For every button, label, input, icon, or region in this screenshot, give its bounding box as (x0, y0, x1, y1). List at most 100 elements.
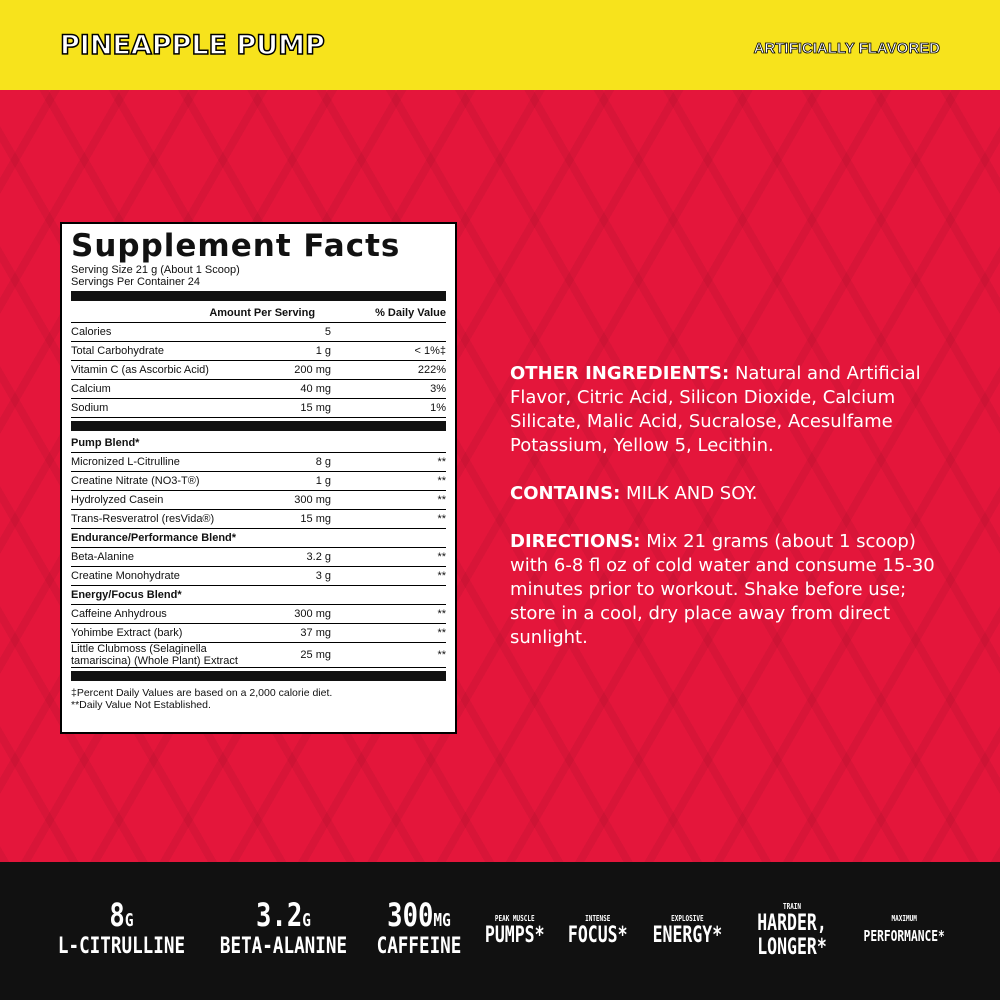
fact-cell: 8 g (315, 456, 331, 468)
fact-row: Hydrolyzed Casein 300 mg ** (71, 491, 446, 510)
claim-big: PERFORMANCE* (863, 927, 945, 945)
fact-row: Little Clubmoss (Selaginella tamariscina… (71, 643, 446, 668)
claim-big: ENERGY* (652, 923, 722, 948)
stat: 300MG CAFFEINE (377, 899, 462, 960)
fact-cell: 1% (430, 402, 446, 414)
fact-cell: 3% (430, 383, 446, 395)
fact-cell: ** (437, 494, 446, 506)
fact-cell: Creatine Monohydrate (71, 570, 180, 582)
stat-label: L-CITRULLINE (57, 934, 185, 959)
fact-cell: Little Clubmoss (Selaginella tamariscina… (71, 643, 238, 667)
fact-cell: 15 mg (300, 402, 331, 414)
fact-cell: ** (437, 475, 446, 487)
supplement-facts: Supplement Facts Serving Size 21 g (Abou… (60, 222, 457, 734)
info-text: MILK AND SOY. (626, 483, 758, 504)
stat: 3.2G BETA-ALANINE (219, 899, 347, 960)
fact-cell: Beta-Alanine (71, 551, 134, 563)
rule (71, 671, 446, 681)
fact-cell: 3 g (315, 570, 331, 582)
fact-row: Trans-Resveratrol (resVida®) 15 mg ** (71, 510, 446, 529)
fact-cell: ** (437, 513, 446, 525)
fact-row: Total Carbohydrate 1 g < 1%‡ (71, 342, 446, 361)
fact-row: Yohimbe Extract (bark) 37 mg ** (71, 624, 446, 643)
stat-unit: MG (433, 910, 451, 931)
claim-small: MAXIMUM (891, 914, 917, 923)
fact-row: Micronized L-Citrulline 8 g ** (71, 453, 446, 472)
stat-unit: G (124, 910, 134, 931)
fact-cell: ** (437, 570, 446, 582)
claim: INTENSE FOCUS* (568, 914, 628, 948)
info-label: OTHER INGREDIENTS: (510, 363, 730, 384)
info-block: CONTAINS: MILK AND SOY. (510, 482, 950, 506)
claim-big: FOCUS* (567, 923, 628, 948)
fact-cell: 3.2 g (306, 551, 331, 563)
fact-cell: 200 mg (294, 364, 331, 376)
fact-cell: 15 mg (300, 513, 331, 525)
fact-row: Creatine Monohydrate 3 g ** (71, 567, 446, 586)
info-block: OTHER INGREDIENTS: Natural and Artificia… (510, 362, 950, 458)
claim-small: PEAK MUSCLE (495, 914, 535, 923)
stat-value-line: 3.2G (220, 899, 347, 934)
servings: Servings Per Container 24 (71, 276, 201, 288)
fact-cell: ** (437, 627, 446, 639)
fact-cell: Trans-Resveratrol (resVida®) (71, 513, 215, 525)
claim-big: PUMPS* (485, 923, 545, 948)
rule (71, 291, 446, 301)
fact-cell: 5 (324, 326, 331, 338)
info-text: Natural and Artificial Flavor, Citric Ac… (510, 363, 921, 456)
claim-big: HARDER, LONGER* (756, 911, 827, 960)
fact-row: Vitamin C (as Ascorbic Acid) 200 mg 222% (71, 361, 446, 380)
fact-cell: < 1%‡ (414, 345, 447, 357)
info: OTHER INGREDIENTS: Natural and Artificia… (510, 362, 950, 674)
serving-size: Serving Size 21 g (About 1 Scoop) (71, 264, 240, 276)
fact-row: Creatine Nitrate (NO3-T®) 1 g ** (71, 472, 446, 491)
fact-cell: Creatine Nitrate (NO3-T®) (71, 475, 200, 487)
fact-cell: 1 g (315, 475, 331, 487)
fact-cell: 25 mg (300, 649, 331, 661)
fact-cell: 222% (417, 364, 446, 376)
fact-row: Calcium 40 mg 3% (71, 380, 446, 399)
flavor-note: ARTIFICIALLY FLAVORED (753, 40, 940, 58)
blend-name: Endurance/Performance Blend* (71, 529, 446, 548)
info-label: DIRECTIONS: (510, 531, 641, 552)
fact-row: Caffeine Anhydrous 300 mg ** (71, 605, 446, 624)
stat-value-line: 8G (58, 899, 185, 934)
fact-cell: Caffeine Anhydrous (71, 608, 167, 620)
info-label: CONTAINS: (510, 483, 621, 504)
claim: MAXIMUM PERFORMANCE* (863, 914, 944, 948)
fact-row: Beta-Alanine 3.2 g ** (71, 548, 446, 567)
rule (71, 421, 446, 431)
fact-cell: 1 g (315, 345, 331, 357)
fact-cell: ** (437, 608, 446, 620)
fact-row: Sodium 15 mg 1% (71, 399, 446, 418)
col: Amount Per Serving (209, 307, 316, 319)
stat-value: 3.2 (255, 896, 303, 934)
fact-cell: Total Carbohydrate (71, 345, 164, 357)
info-text: Mix 21 grams (about 1 scoop) with 6-8 fl… (510, 531, 935, 648)
fact-cell: Hydrolyzed Casein (71, 494, 164, 506)
claim-small: TRAIN (782, 902, 801, 911)
blend-name: Energy/Focus Blend* (71, 586, 446, 605)
stat-unit: G (302, 910, 311, 931)
claim: TRAIN HARDER, LONGER* (750, 902, 833, 960)
fact-cell: Vitamin C (as Ascorbic Acid) (71, 364, 209, 376)
column-header: Amount Per Serving % Daily Value (71, 304, 446, 323)
fact-cell: Yohimbe Extract (bark) (71, 627, 183, 639)
product-title: PINEAPPLE PUMP (59, 29, 325, 62)
stat: 8G L-CITRULLINE (57, 899, 185, 960)
blend-name: Pump Blend* (71, 434, 446, 453)
header: PINEAPPLE PUMP ARTIFICIALLY FLAVORED (0, 0, 1000, 90)
stat-label: BETA-ALANINE (219, 934, 347, 959)
claim: EXPLOSIVE ENERGY* (652, 914, 722, 948)
fact-cell: Calcium (71, 383, 111, 395)
claim-small: EXPLOSIVE (670, 914, 704, 923)
claim-small: INTENSE (585, 914, 611, 923)
claim: PEAK MUSCLE PUMPS* (485, 914, 545, 948)
stat-value-line: 300MG (377, 899, 462, 934)
fact-cell: Micronized L-Citrulline (71, 456, 180, 468)
info-block: DIRECTIONS: Mix 21 grams (about 1 scoop)… (510, 530, 950, 650)
fact-row: Calories 5 (71, 323, 446, 342)
fact-cell: 40 mg (300, 383, 331, 395)
col: % Daily Value (375, 307, 446, 319)
